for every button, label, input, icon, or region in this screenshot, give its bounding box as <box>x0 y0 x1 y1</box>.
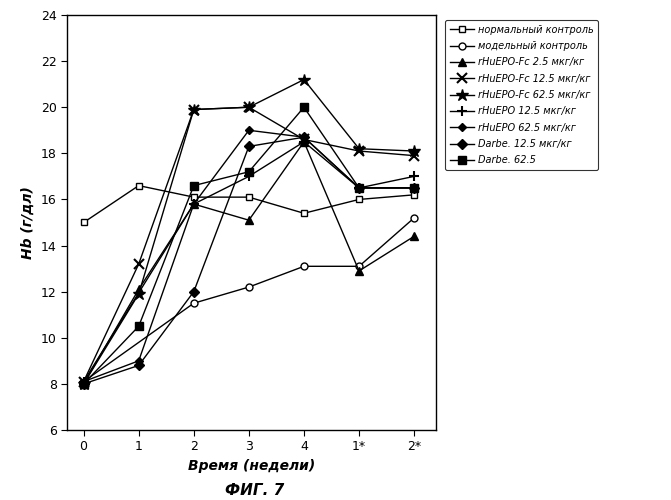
модельный контроль <box>80 378 88 384</box>
Text: ФИГ. 7: ФИГ. 7 <box>225 483 285 498</box>
rHuEPO-Fc 2.5 мкг/кг <box>355 268 363 274</box>
Darbe. 62.5 <box>410 185 418 191</box>
Darbe. 62.5 <box>355 185 363 191</box>
Y-axis label: Hb (г/дл): Hb (г/дл) <box>21 186 36 259</box>
модельный контроль <box>300 264 308 270</box>
нормальный контроль <box>245 194 253 200</box>
модельный контроль <box>190 300 198 306</box>
rHuEPO-Fc 62.5 мкг/кг <box>80 381 88 387</box>
rHuEPO 12.5 мкг/кг <box>410 174 418 180</box>
rHuEPO 12.5 мкг/кг <box>245 174 253 180</box>
rHuEPO-Fc 62.5 мкг/кг <box>300 76 308 82</box>
rHuEPO 12.5 мкг/кг <box>190 201 198 207</box>
модельный контроль <box>355 264 363 270</box>
Darbe. 12.5 мкг/кг <box>135 362 143 368</box>
rHuEPO 62.5 мкг/кг <box>245 128 253 134</box>
rHuEPO-Fc 62.5 мкг/кг <box>355 146 363 152</box>
нормальный контроль <box>300 210 308 216</box>
Darbe. 62.5 <box>80 381 88 387</box>
rHuEPO-Fc 12.5 мкг/кг <box>245 104 253 110</box>
rHuEPO-Fc 62.5 мкг/кг <box>135 291 143 297</box>
Darbe. 12.5 мкг/кг <box>410 185 418 191</box>
Darbe. 12.5 мкг/кг <box>355 185 363 191</box>
Line: rHuEPO-Fc 2.5 мкг/кг: rHuEPO-Fc 2.5 мкг/кг <box>79 138 418 388</box>
rHuEPO 62.5 мкг/кг <box>355 185 363 191</box>
rHuEPO 62.5 мкг/кг <box>135 358 143 364</box>
rHuEPO-Fc 62.5 мкг/кг <box>190 106 198 112</box>
Darbe. 62.5 <box>135 323 143 329</box>
Legend: нормальный контроль, модельный контроль, rHuEPO-Fc 2.5 мкг/кг, rHuEPO-Fc 12.5 мк: нормальный контроль, модельный контроль,… <box>445 20 599 170</box>
модельный контроль <box>410 215 418 221</box>
нормальный контроль <box>410 192 418 198</box>
rHuEPO 62.5 мкг/кг <box>410 185 418 191</box>
rHuEPO-Fc 12.5 мкг/кг <box>410 152 418 158</box>
rHuEPO-Fc 2.5 мкг/кг <box>300 139 308 145</box>
rHuEPO 12.5 мкг/кг <box>300 139 308 145</box>
rHuEPO-Fc 2.5 мкг/кг <box>245 217 253 223</box>
rHuEPO-Fc 62.5 мкг/кг <box>245 104 253 110</box>
rHuEPO 12.5 мкг/кг <box>355 185 363 191</box>
rHuEPO-Fc 2.5 мкг/кг <box>410 234 418 239</box>
rHuEPO-Fc 12.5 мкг/кг <box>190 106 198 112</box>
Darbe. 62.5 <box>300 104 308 110</box>
Line: модельный контроль: модельный контроль <box>80 214 417 385</box>
нормальный контроль <box>355 196 363 202</box>
Darbe. 12.5 мкг/кг <box>190 288 198 294</box>
rHuEPO-Fc 12.5 мкг/кг <box>80 378 88 384</box>
rHuEPO-Fc 2.5 мкг/кг <box>135 286 143 292</box>
Darbe. 12.5 мкг/кг <box>245 144 253 150</box>
Darbe. 62.5 <box>190 182 198 188</box>
rHuEPO-Fc 2.5 мкг/кг <box>80 381 88 387</box>
rHuEPO-Fc 2.5 мкг/кг <box>190 201 198 207</box>
нормальный контроль <box>80 220 88 226</box>
Line: rHuEPO-Fc 62.5 мкг/кг: rHuEPO-Fc 62.5 мкг/кг <box>77 74 420 390</box>
нормальный контроль <box>135 182 143 188</box>
rHuEPO 12.5 мкг/кг <box>80 378 88 384</box>
модельный контроль <box>245 284 253 290</box>
rHuEPO-Fc 12.5 мкг/кг <box>135 261 143 267</box>
Line: rHuEPO-Fc 12.5 мкг/кг: rHuEPO-Fc 12.5 мкг/кг <box>79 102 419 387</box>
Line: Darbe. 12.5 мкг/кг: Darbe. 12.5 мкг/кг <box>80 134 417 388</box>
Darbe. 12.5 мкг/кг <box>80 381 88 387</box>
rHuEPO-Fc 12.5 мкг/кг <box>355 148 363 154</box>
rHuEPO-Fc 12.5 мкг/кг <box>300 136 308 142</box>
rHuEPO 62.5 мкг/кг <box>300 134 308 140</box>
Line: rHuEPO 62.5 мкг/кг: rHuEPO 62.5 мкг/кг <box>81 128 417 384</box>
rHuEPO 62.5 мкг/кг <box>80 378 88 384</box>
X-axis label: Время (недели): Время (недели) <box>188 459 315 473</box>
Line: нормальный контроль: нормальный контроль <box>80 182 417 226</box>
нормальный контроль <box>190 194 198 200</box>
Darbe. 12.5 мкг/кг <box>300 134 308 140</box>
rHuEPO-Fc 62.5 мкг/кг <box>410 148 418 154</box>
rHuEPO 62.5 мкг/кг <box>190 201 198 207</box>
Line: Darbe. 62.5: Darbe. 62.5 <box>79 103 418 388</box>
Line: rHuEPO 12.5 мкг/кг: rHuEPO 12.5 мкг/кг <box>79 137 419 386</box>
Darbe. 62.5 <box>245 169 253 175</box>
